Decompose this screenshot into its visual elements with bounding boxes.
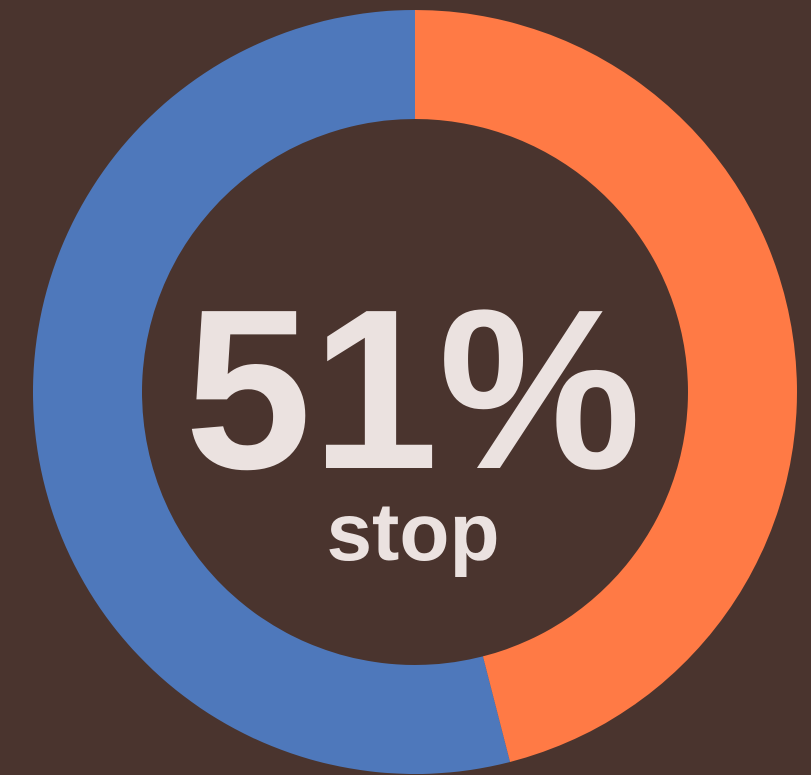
center-label: stop [326,487,499,578]
center-value: 51% [185,263,641,517]
slice [415,10,798,762]
slice [33,10,510,774]
slices [33,10,798,774]
